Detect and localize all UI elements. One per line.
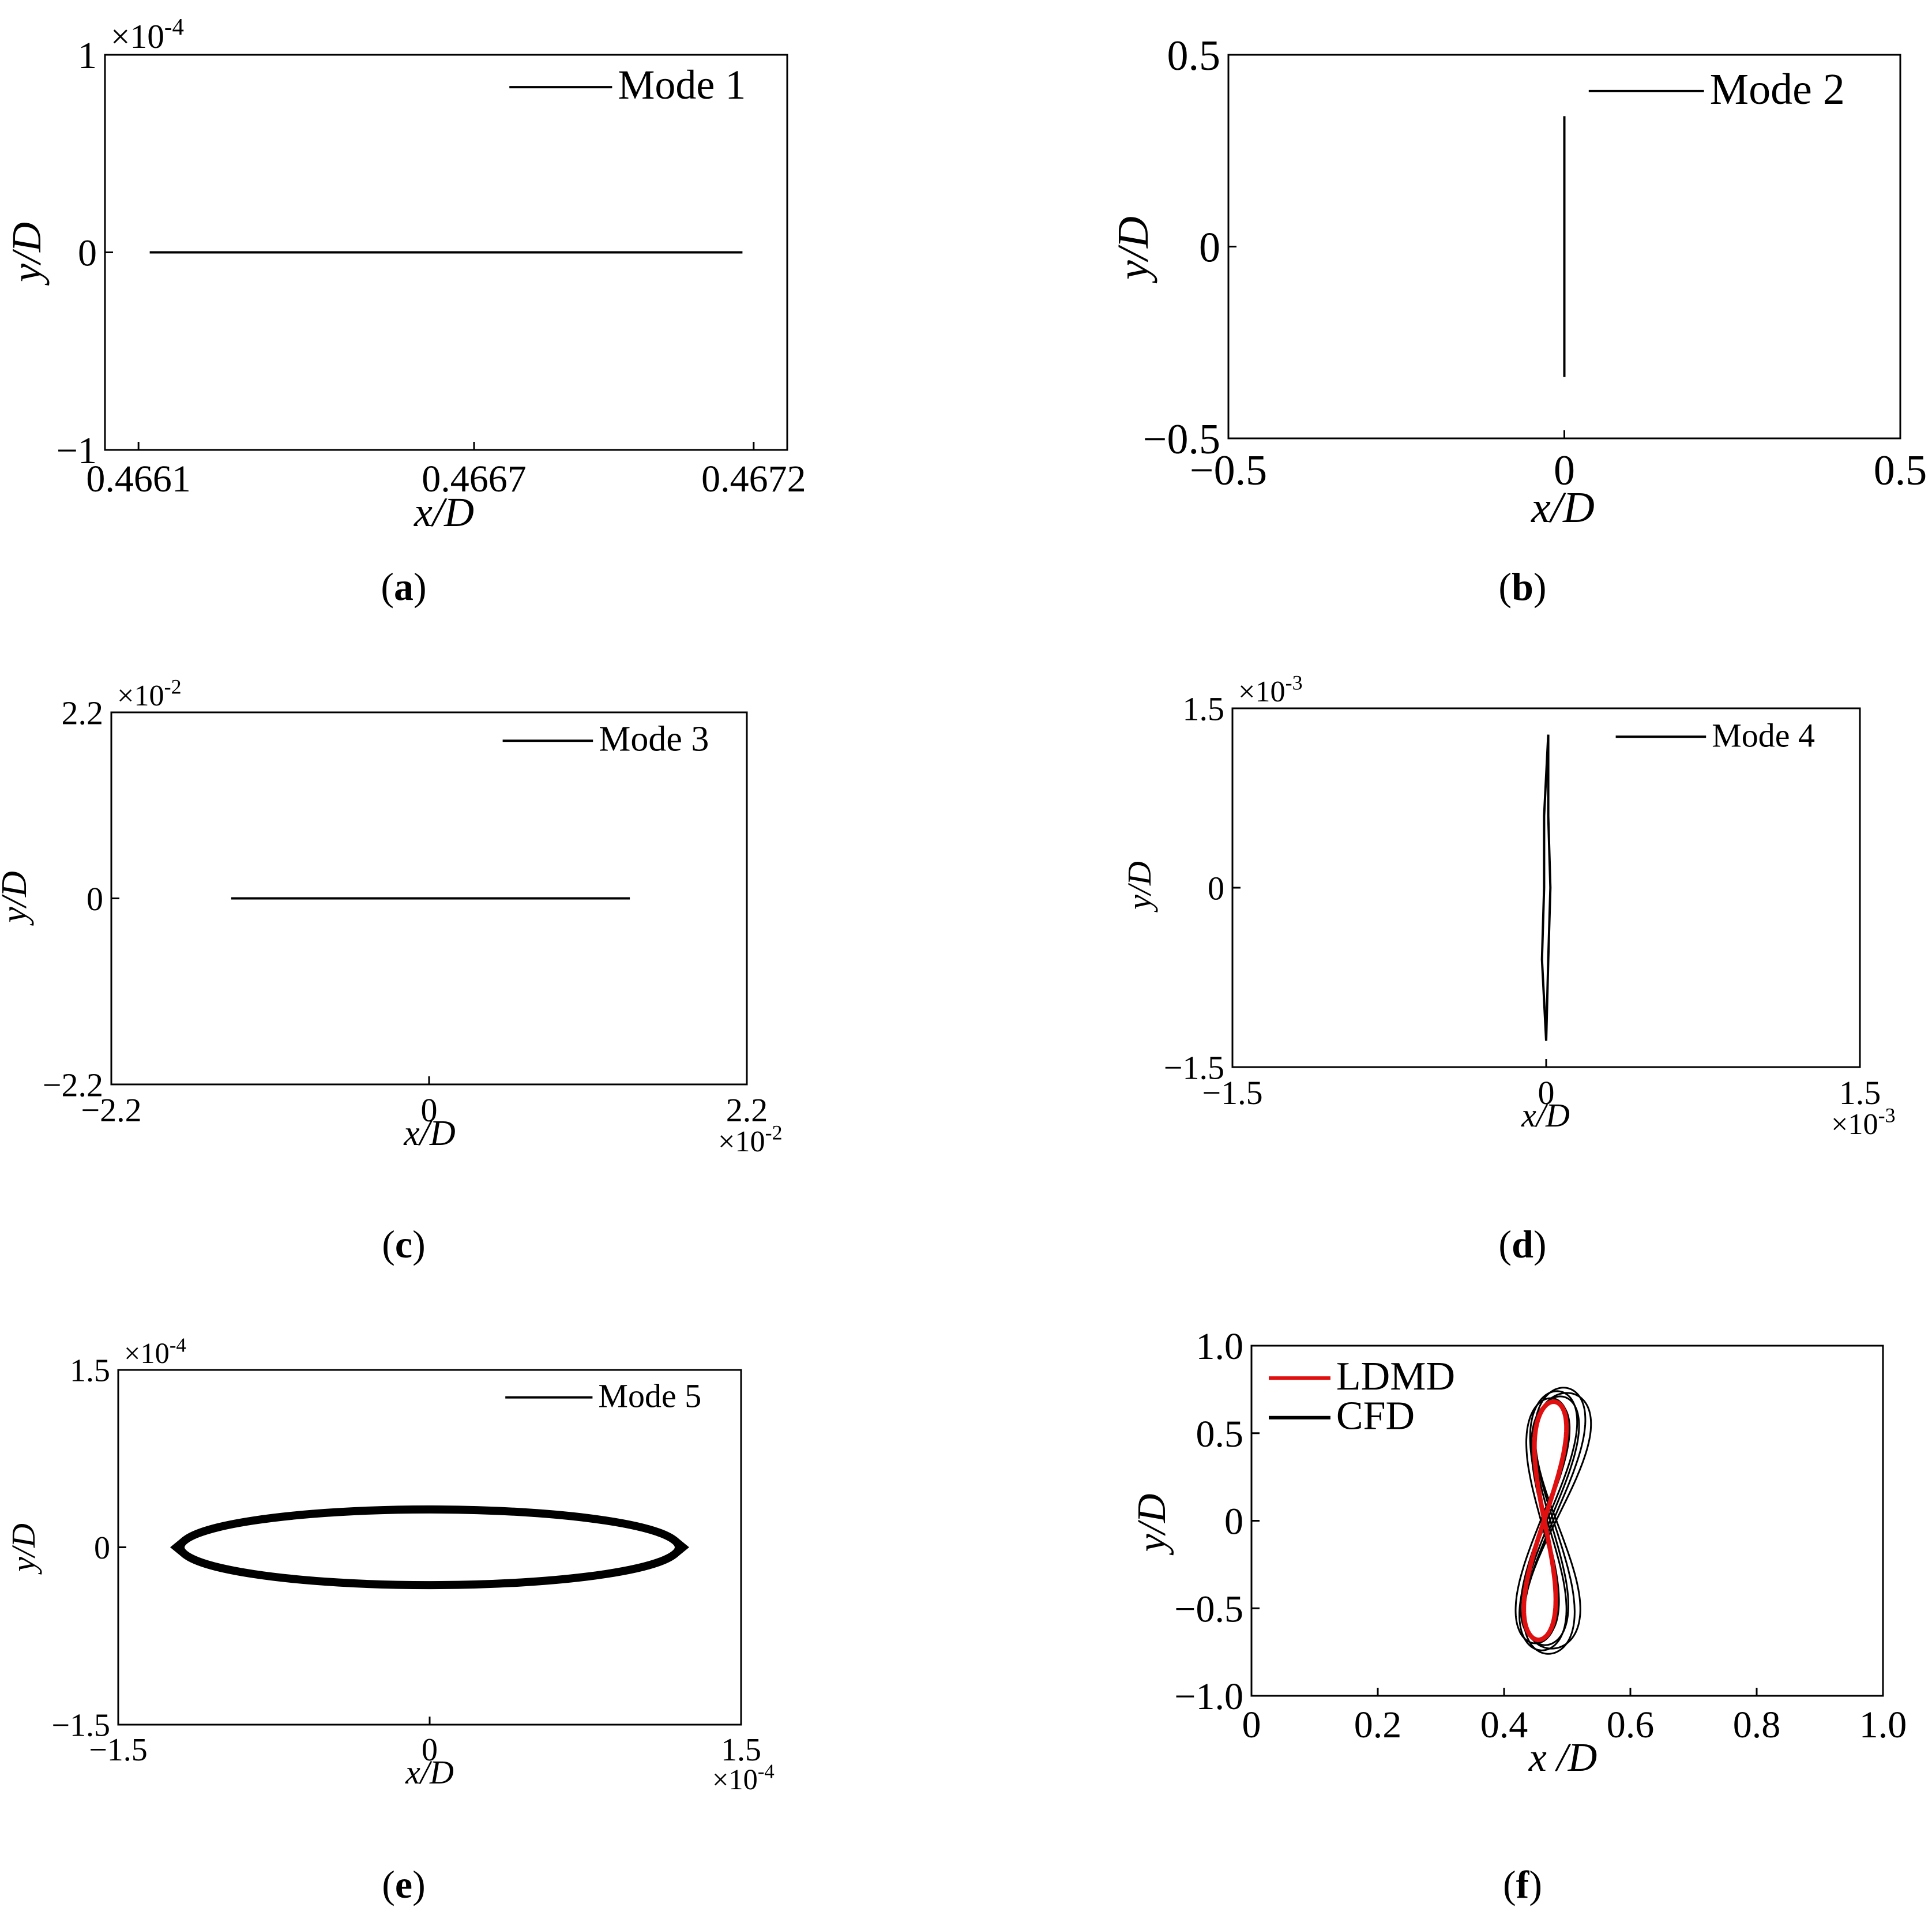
y-tick-label: 1.0	[1196, 1326, 1244, 1368]
x-tick-label: 0	[421, 1091, 438, 1129]
series-group	[170, 1505, 689, 1590]
x-tick-label: 0.8	[1733, 1704, 1781, 1746]
x-tick-label: 0.4661	[86, 458, 191, 500]
y-tick-label: −1.0	[1174, 1676, 1243, 1718]
y-tick-label: 0.5	[1167, 32, 1221, 80]
y-tick-label: 1	[78, 35, 97, 77]
legend-label: Mode 5	[598, 1377, 701, 1414]
x-axis-label: x/D	[414, 489, 474, 535]
x-axis-label: x /D	[1528, 1736, 1598, 1780]
y-tick-label: 0	[1199, 224, 1220, 271]
legend-item: CFD	[1269, 1394, 1415, 1439]
legend-item: Mode 3	[502, 720, 709, 759]
y-tick-label: 0	[94, 1530, 110, 1566]
y-tick-label: −0.5	[1174, 1588, 1243, 1630]
y-axis-multiplier: ×10-4	[124, 1334, 186, 1369]
y-tick-label: 0	[87, 880, 103, 918]
y-tick-label: 0	[1224, 1501, 1243, 1543]
y-axis-label: y/D	[1130, 1493, 1174, 1555]
legend-label: Mode 1	[618, 62, 746, 108]
y-axis-label: y/D	[1109, 216, 1157, 284]
x-tick-label: 0.4	[1480, 1704, 1528, 1746]
x-tick-label: 0.4672	[701, 458, 806, 500]
x-tick-label: −1.5	[89, 1732, 148, 1768]
y-tick-label: 1.5	[70, 1353, 110, 1389]
panel-a: 0.4661 0.4667 0.4672 −1 0 1 ×10-4 x/D y/D Mode 1 (…	[3, 14, 806, 609]
x-tick-label: 0	[1242, 1704, 1261, 1746]
panel-caption: (a)	[381, 565, 426, 609]
x-axis-label: x/D	[405, 1753, 454, 1791]
legend-item: Mode 1	[509, 62, 746, 108]
y-tick-label: −1.5	[1164, 1049, 1224, 1086]
plot-frame	[117, 1369, 742, 1726]
series-group	[1514, 1387, 1592, 1655]
legend-item: Mode 4	[1615, 717, 1815, 754]
x-axis-multiplier: ×10-2	[718, 1121, 783, 1158]
legend-label: Mode 2	[1710, 65, 1845, 114]
y-tick-label: 2.2	[62, 694, 104, 731]
x-tick-label: 0.4667	[422, 458, 527, 500]
y-tick-label: −1.5	[51, 1708, 110, 1744]
x-tick-label: −1.5	[1202, 1074, 1262, 1112]
x-tick-label: 0	[1538, 1074, 1555, 1112]
series-ldmd-loop-0	[1521, 1399, 1569, 1643]
series-mode-5-edge	[170, 1537, 689, 1558]
x-axis-multiplier: ×10-3	[1831, 1104, 1896, 1141]
x-tick-label: 0	[422, 1732, 438, 1768]
x-tick-label: 1.5	[721, 1732, 761, 1768]
x-axis-label: x/D	[403, 1114, 456, 1153]
x-axis-multiplier: ×10-4	[712, 1760, 775, 1796]
y-tick-label: 0	[78, 232, 97, 275]
y-axis-multiplier: ×10-2	[117, 675, 182, 712]
panel-caption: (c)	[382, 1222, 426, 1266]
y-tick-label: −2.2	[43, 1066, 103, 1103]
series-mode-4	[1540, 734, 1552, 1041]
y-tick-label: −1	[57, 430, 97, 472]
y-tick-label: −0.5	[1143, 416, 1220, 463]
y-axis-multiplier: ×10-4	[111, 14, 184, 55]
x-tick-label: −0.5	[1190, 447, 1267, 494]
legend-label: CFD	[1336, 1394, 1415, 1439]
y-axis-label: y/D	[1121, 861, 1158, 913]
legend-label: Mode 3	[599, 720, 709, 759]
y-tick-label: 0.5	[1196, 1413, 1244, 1455]
x-axis-label: x/D	[1531, 483, 1595, 532]
y-tick-label: 1.5	[1183, 690, 1225, 727]
panel-caption: (e)	[382, 1863, 426, 1906]
x-tick-label: 2.2	[726, 1091, 768, 1129]
x-tick-label: −2.2	[81, 1091, 141, 1129]
legend-item: Mode 2	[1588, 65, 1845, 114]
series-group	[1540, 734, 1552, 1041]
legend-item: LDMD	[1269, 1354, 1455, 1399]
x-tick-label: 1.5	[1839, 1074, 1881, 1112]
y-axis-multiplier: ×10-3	[1238, 671, 1303, 708]
x-tick-label: 0	[1554, 447, 1575, 494]
panel-b: −0.5 0 0.5 −0.5 0 0.5 x/D y/D Mode 2 (b)	[1109, 32, 1927, 609]
panel-caption: (b)	[1498, 565, 1546, 609]
x-tick-label: 1.0	[1859, 1704, 1907, 1746]
x-axis-label: x/D	[1521, 1097, 1570, 1134]
panel-caption: (f)	[1503, 1863, 1542, 1906]
panel-caption: (d)	[1498, 1222, 1546, 1266]
y-axis-label: y/D	[0, 871, 34, 926]
y-axis-label: y/D	[3, 222, 50, 286]
x-tick-label: 0.5	[1874, 447, 1927, 494]
x-tick-label: 0.2	[1354, 1704, 1402, 1746]
y-tick-label: 0	[1208, 869, 1224, 907]
legend-label: Mode 4	[1712, 717, 1815, 754]
series-mode-5	[176, 1505, 683, 1590]
legend-item: Mode 5	[505, 1377, 701, 1414]
legend-label: LDMD	[1336, 1354, 1455, 1399]
x-tick-label: 0.6	[1607, 1704, 1655, 1746]
panel-f: 0 0.2 0.4 0.6 0.8 1.0 −1.0 −0.5 0 0.5 1.0 x /D y/D LD…	[1130, 1326, 1907, 1906]
y-axis-label: y/D	[5, 1523, 42, 1575]
